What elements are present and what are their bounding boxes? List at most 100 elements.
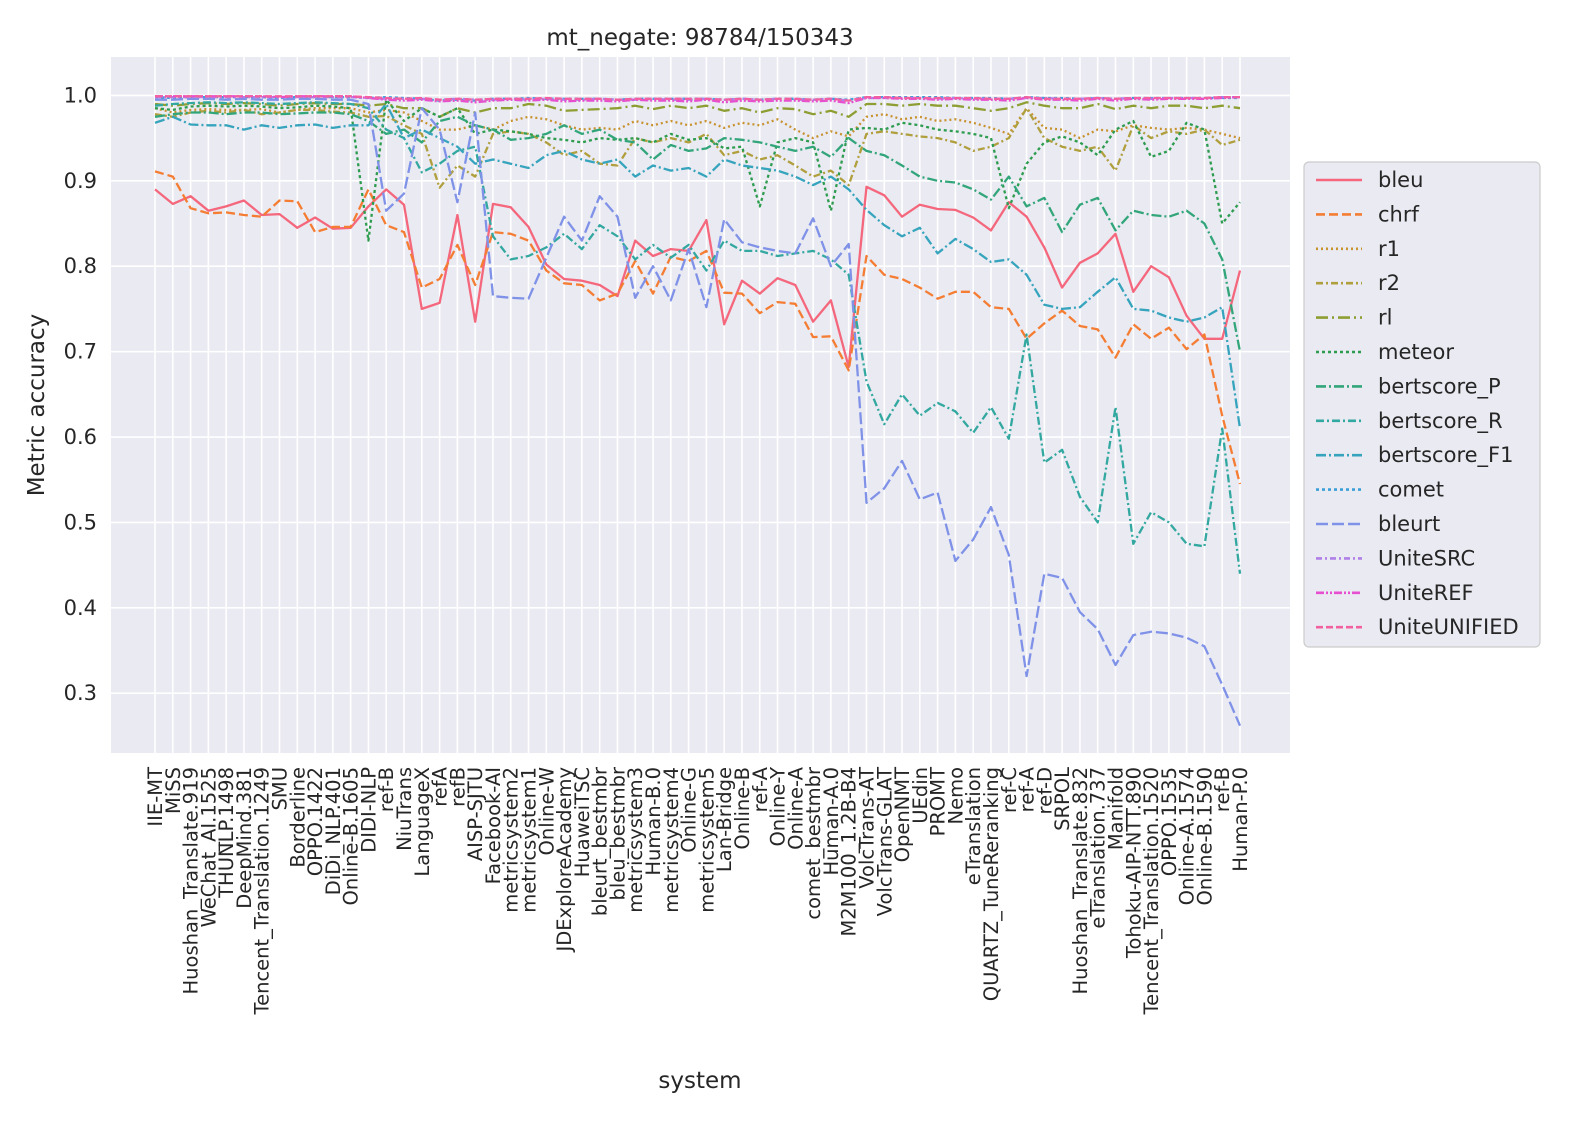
legend-label: UniteSRC (1378, 546, 1475, 570)
x-tick-label: Online-B.1605 (340, 767, 363, 905)
legend-label: bleu (1378, 168, 1423, 192)
x-tick-label: QUARTZ_TuneReranking (980, 767, 1003, 1001)
x-tick-label: ref-D (1033, 767, 1056, 814)
series-lines (154, 95, 1242, 727)
x-tick-label: IIE-MT (144, 767, 167, 827)
legend-item: meteor (1316, 340, 1454, 364)
x-tick-label: VolcTrans-AT (855, 767, 878, 889)
x-gridlines (154, 57, 1241, 753)
x-tick-label: AISP-SJTU (464, 767, 487, 861)
y-axis-title: Metric accuracy (24, 314, 50, 497)
legend-item: bleu (1316, 168, 1423, 192)
x-tick-label: ref-A (749, 766, 772, 812)
x-axis-ticks: IIE-MTMiSSHuoshan_Translate.919WeChat_AI… (144, 766, 1252, 1015)
y-axis-ticks: 0.3 0.4 0.5 0.6 0.7 0.8 0.9 1.0 (64, 83, 97, 705)
x-tick-label: ref-B (1211, 767, 1234, 812)
y-tick-label: 0.7 (64, 340, 97, 364)
x-tick-label: Borderline (286, 767, 309, 868)
plot-background (111, 57, 1290, 753)
x-tick-label: M2M100_1.2B-B4 (838, 767, 861, 937)
legend-item: bertscore_F1 (1316, 443, 1514, 468)
x-tick-label: ref-B (375, 767, 398, 812)
x-tick-label: SRPOL (1051, 767, 1074, 831)
series-line-bertscore-p (154, 111, 1242, 352)
x-tick-label: Nemo (944, 767, 967, 825)
legend-label: bertscore_R (1378, 409, 1503, 434)
x-tick-label: bleurt_bestmbr (589, 766, 612, 916)
legend-item: comet (1316, 478, 1444, 502)
x-tick-label: eTranslation.737 (1087, 767, 1110, 929)
legend-item: r1 (1316, 237, 1400, 261)
series-line-bertscore-f1 (154, 102, 1242, 429)
chart-title: mt_negate: 98784/150343 (546, 25, 853, 51)
legend-label: UniteUNIFIED (1378, 615, 1519, 639)
y-tick-label: 0.9 (64, 169, 97, 193)
legend-label: comet (1378, 478, 1444, 502)
x-tick-label: NiuTrans (393, 767, 416, 851)
x-tick-label: ref-C (998, 767, 1021, 813)
series-line-bertscore-r (154, 101, 1242, 574)
x-tick-label: Online-A (784, 766, 807, 850)
x-tick-label: ref-A (1016, 766, 1039, 812)
y-tick-label: 0.5 (64, 510, 97, 534)
legend-item: UniteREF (1316, 581, 1474, 605)
legend-label: r1 (1378, 237, 1400, 261)
x-tick-label: metricsystem1 (518, 767, 541, 913)
y-tick-label: 0.8 (64, 254, 97, 278)
y-tick-label: 0.4 (64, 596, 97, 620)
legend-label: bleurt (1378, 512, 1440, 536)
x-axis-title: system (658, 1068, 741, 1094)
x-tick-label: HuaweiTSC (571, 767, 594, 877)
legend-label: bertscore_F1 (1378, 443, 1514, 468)
x-tick-label: MiSS (162, 767, 185, 814)
x-tick-label: comet_bestmbr (802, 766, 825, 920)
legend-item: bertscore_R (1316, 409, 1503, 434)
x-tick-label: bleu_bestmbr (606, 766, 629, 900)
x-tick-label: VolcTrans-GLAT (873, 767, 896, 916)
legend-item: UniteUNIFIED (1316, 615, 1519, 639)
x-tick-label: refA (429, 766, 452, 806)
x-tick-label: Tohoku-AIP-NTT.890 (1122, 767, 1145, 959)
x-tick-label: SMU (269, 767, 292, 810)
legend: bleu chrf r1 r2 rl meteor bertscore_P bertscore… (1303, 161, 1541, 648)
x-tick-label: metricsystem5 (695, 767, 718, 913)
legend-label: meteor (1378, 340, 1454, 364)
legend-label: bertscore_P (1378, 374, 1501, 399)
x-tick-label: refB (446, 767, 469, 807)
x-tick-label: eTranslation (962, 767, 985, 885)
x-tick-label: Online-G (678, 767, 701, 853)
x-tick-label: THUNLP.1498 (215, 767, 238, 899)
x-tick-label: Online-W (535, 767, 558, 855)
x-tick-label: Online-Y (767, 767, 790, 847)
y-gridlines (111, 94, 1290, 695)
y-tick-label: 1.0 (64, 83, 97, 107)
x-tick-label: OPPO.1535 (1158, 767, 1181, 876)
x-tick-label: LanguageX (411, 767, 434, 877)
legend-item: chrf (1316, 202, 1419, 226)
x-tick-label: metricsystem3 (624, 767, 647, 913)
y-tick-label: 0.3 (64, 681, 97, 705)
legend-item: bertscore_P (1316, 374, 1501, 399)
x-tick-label: UEdin (909, 767, 932, 824)
x-tick-label: OpenNMT (891, 767, 914, 862)
legend-item: rl (1316, 306, 1392, 330)
series-line-bleurt (155, 97, 1242, 727)
x-tick-label: Facebook-AI (482, 767, 505, 884)
legend-items: bleu chrf r1 r2 rl meteor bertscore_P bertscore… (1316, 168, 1519, 639)
series-line-chrf (154, 170, 1242, 485)
legend-label: rl (1378, 306, 1392, 330)
x-tick-label: metricsystem2 (500, 767, 523, 913)
x-tick-label: DIDI-NLP (357, 767, 380, 853)
legend-item: UniteSRC (1316, 546, 1475, 570)
x-tick-label: WeChat_AI.1525 (197, 767, 220, 927)
x-tick-label: Human-P.0 (1229, 767, 1252, 872)
x-tick-label: Human-B.0 (642, 767, 665, 876)
series-line-bleu (154, 185, 1242, 369)
x-tick-label: Tencent_Translation.1520 (1140, 767, 1163, 1016)
x-tick-label: Online-B.1590 (1193, 767, 1216, 905)
series-line-meteor (154, 98, 1241, 242)
legend-frame (1303, 161, 1541, 648)
x-tick-label: OPPO.1422 (304, 767, 327, 876)
